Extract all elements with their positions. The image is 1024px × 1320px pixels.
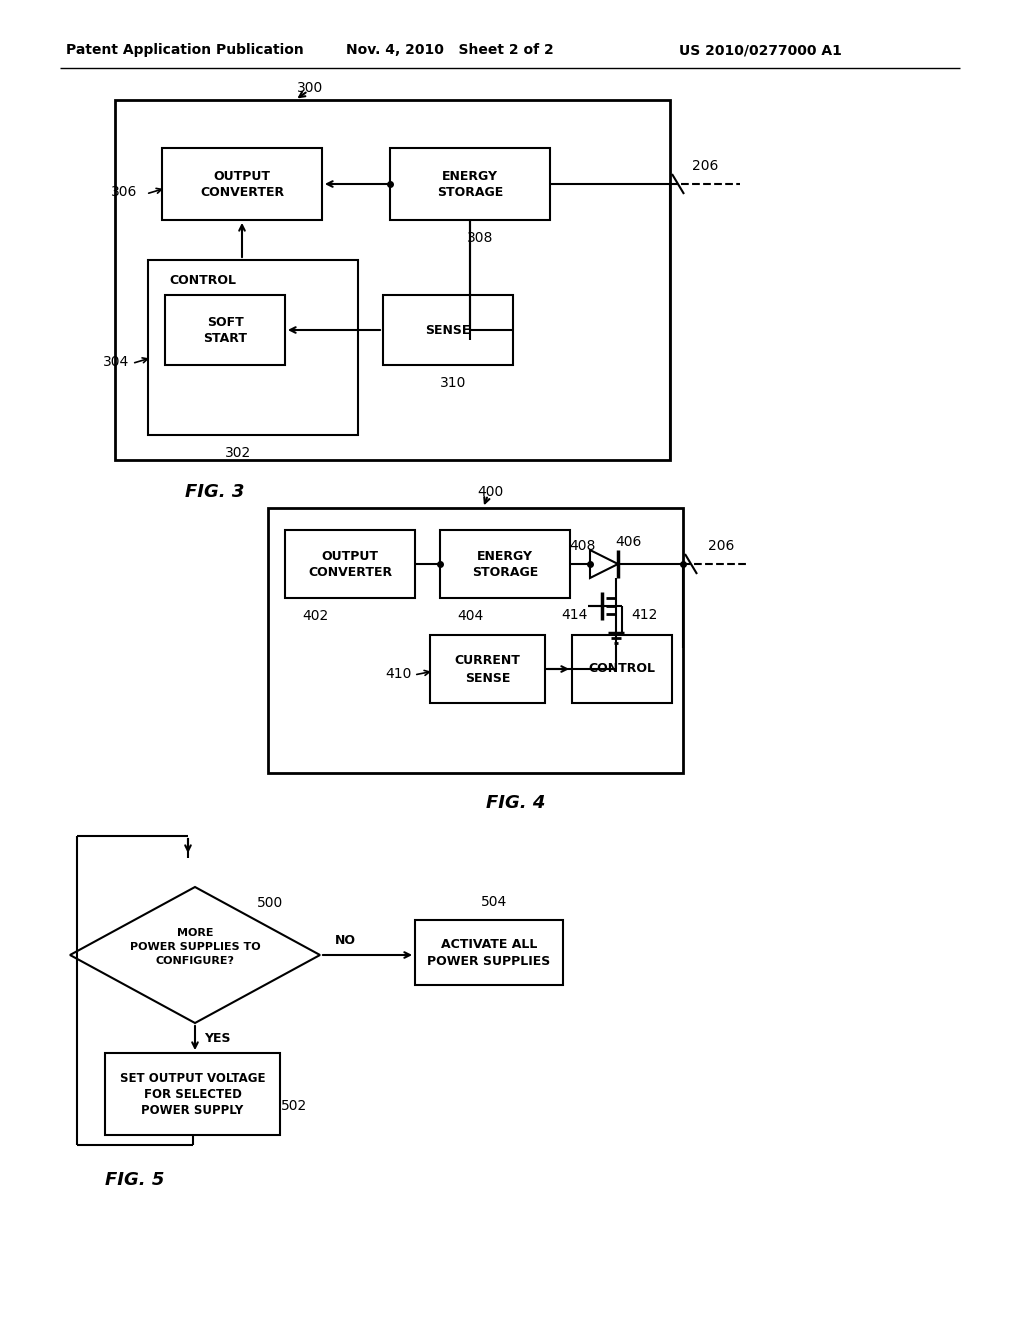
- Text: 414: 414: [561, 609, 587, 622]
- Text: POWER SUPPLIES: POWER SUPPLIES: [427, 954, 551, 968]
- Text: CONTROL: CONTROL: [170, 273, 237, 286]
- Text: MORE: MORE: [177, 928, 213, 939]
- Text: STORAGE: STORAGE: [437, 186, 503, 199]
- Text: 304: 304: [102, 355, 129, 370]
- Text: 302: 302: [225, 446, 251, 459]
- Polygon shape: [590, 550, 618, 578]
- Text: OUTPUT: OUTPUT: [213, 169, 270, 182]
- Text: SENSE: SENSE: [465, 672, 510, 685]
- Bar: [440, 531, 570, 598]
- Bar: [383, 294, 513, 366]
- Bar: [415, 920, 563, 985]
- Text: CURRENT: CURRENT: [455, 655, 520, 668]
- Text: Patent Application Publication: Patent Application Publication: [67, 44, 304, 57]
- Text: SENSE: SENSE: [425, 323, 471, 337]
- Text: STORAGE: STORAGE: [472, 566, 539, 579]
- Text: 206: 206: [708, 539, 734, 553]
- Bar: [268, 508, 683, 774]
- Text: START: START: [203, 333, 247, 346]
- Text: CONFIGURE?: CONFIGURE?: [156, 956, 234, 966]
- Text: Nov. 4, 2010   Sheet 2 of 2: Nov. 4, 2010 Sheet 2 of 2: [346, 44, 554, 57]
- Bar: [165, 294, 285, 366]
- Text: 300: 300: [297, 81, 324, 95]
- Text: FIG. 3: FIG. 3: [185, 483, 245, 502]
- Bar: [148, 260, 358, 436]
- Text: OUTPUT: OUTPUT: [322, 549, 379, 562]
- Text: 206: 206: [692, 158, 718, 173]
- Bar: [105, 1053, 280, 1135]
- Text: 406: 406: [614, 535, 641, 549]
- Text: SOFT: SOFT: [207, 315, 244, 329]
- Text: 400: 400: [477, 484, 503, 499]
- Bar: [162, 148, 322, 220]
- Text: CONVERTER: CONVERTER: [308, 566, 392, 579]
- Text: ENERGY: ENERGY: [477, 549, 534, 562]
- Text: SET OUTPUT VOLTAGE: SET OUTPUT VOLTAGE: [120, 1072, 265, 1085]
- Text: YES: YES: [204, 1031, 230, 1044]
- Text: 500: 500: [257, 896, 283, 909]
- Text: 412: 412: [631, 609, 657, 622]
- Text: FIG. 4: FIG. 4: [485, 795, 545, 812]
- Text: FOR SELECTED: FOR SELECTED: [143, 1088, 242, 1101]
- Text: 402: 402: [302, 609, 328, 623]
- Text: 504: 504: [481, 895, 507, 909]
- Text: ACTIVATE ALL: ACTIVATE ALL: [440, 939, 538, 950]
- Bar: [390, 148, 550, 220]
- Text: NO: NO: [335, 935, 355, 948]
- Text: POWER SUPPLIES TO: POWER SUPPLIES TO: [130, 942, 260, 952]
- Text: CONVERTER: CONVERTER: [200, 186, 284, 199]
- Text: 404: 404: [457, 609, 483, 623]
- Text: 502: 502: [281, 1100, 307, 1113]
- Text: 410: 410: [385, 667, 412, 681]
- Text: CONTROL: CONTROL: [589, 663, 655, 676]
- Bar: [572, 635, 672, 704]
- Text: 408: 408: [569, 539, 596, 553]
- Text: FIG. 5: FIG. 5: [105, 1171, 165, 1189]
- Text: 306: 306: [111, 185, 137, 199]
- Polygon shape: [70, 887, 319, 1023]
- Text: POWER SUPPLY: POWER SUPPLY: [141, 1104, 244, 1117]
- Text: ENERGY: ENERGY: [442, 169, 498, 182]
- Bar: [430, 635, 545, 704]
- Bar: [115, 100, 670, 459]
- Text: 310: 310: [440, 376, 466, 389]
- Text: US 2010/0277000 A1: US 2010/0277000 A1: [679, 44, 842, 57]
- Bar: [285, 531, 415, 598]
- Text: 308: 308: [467, 231, 494, 246]
